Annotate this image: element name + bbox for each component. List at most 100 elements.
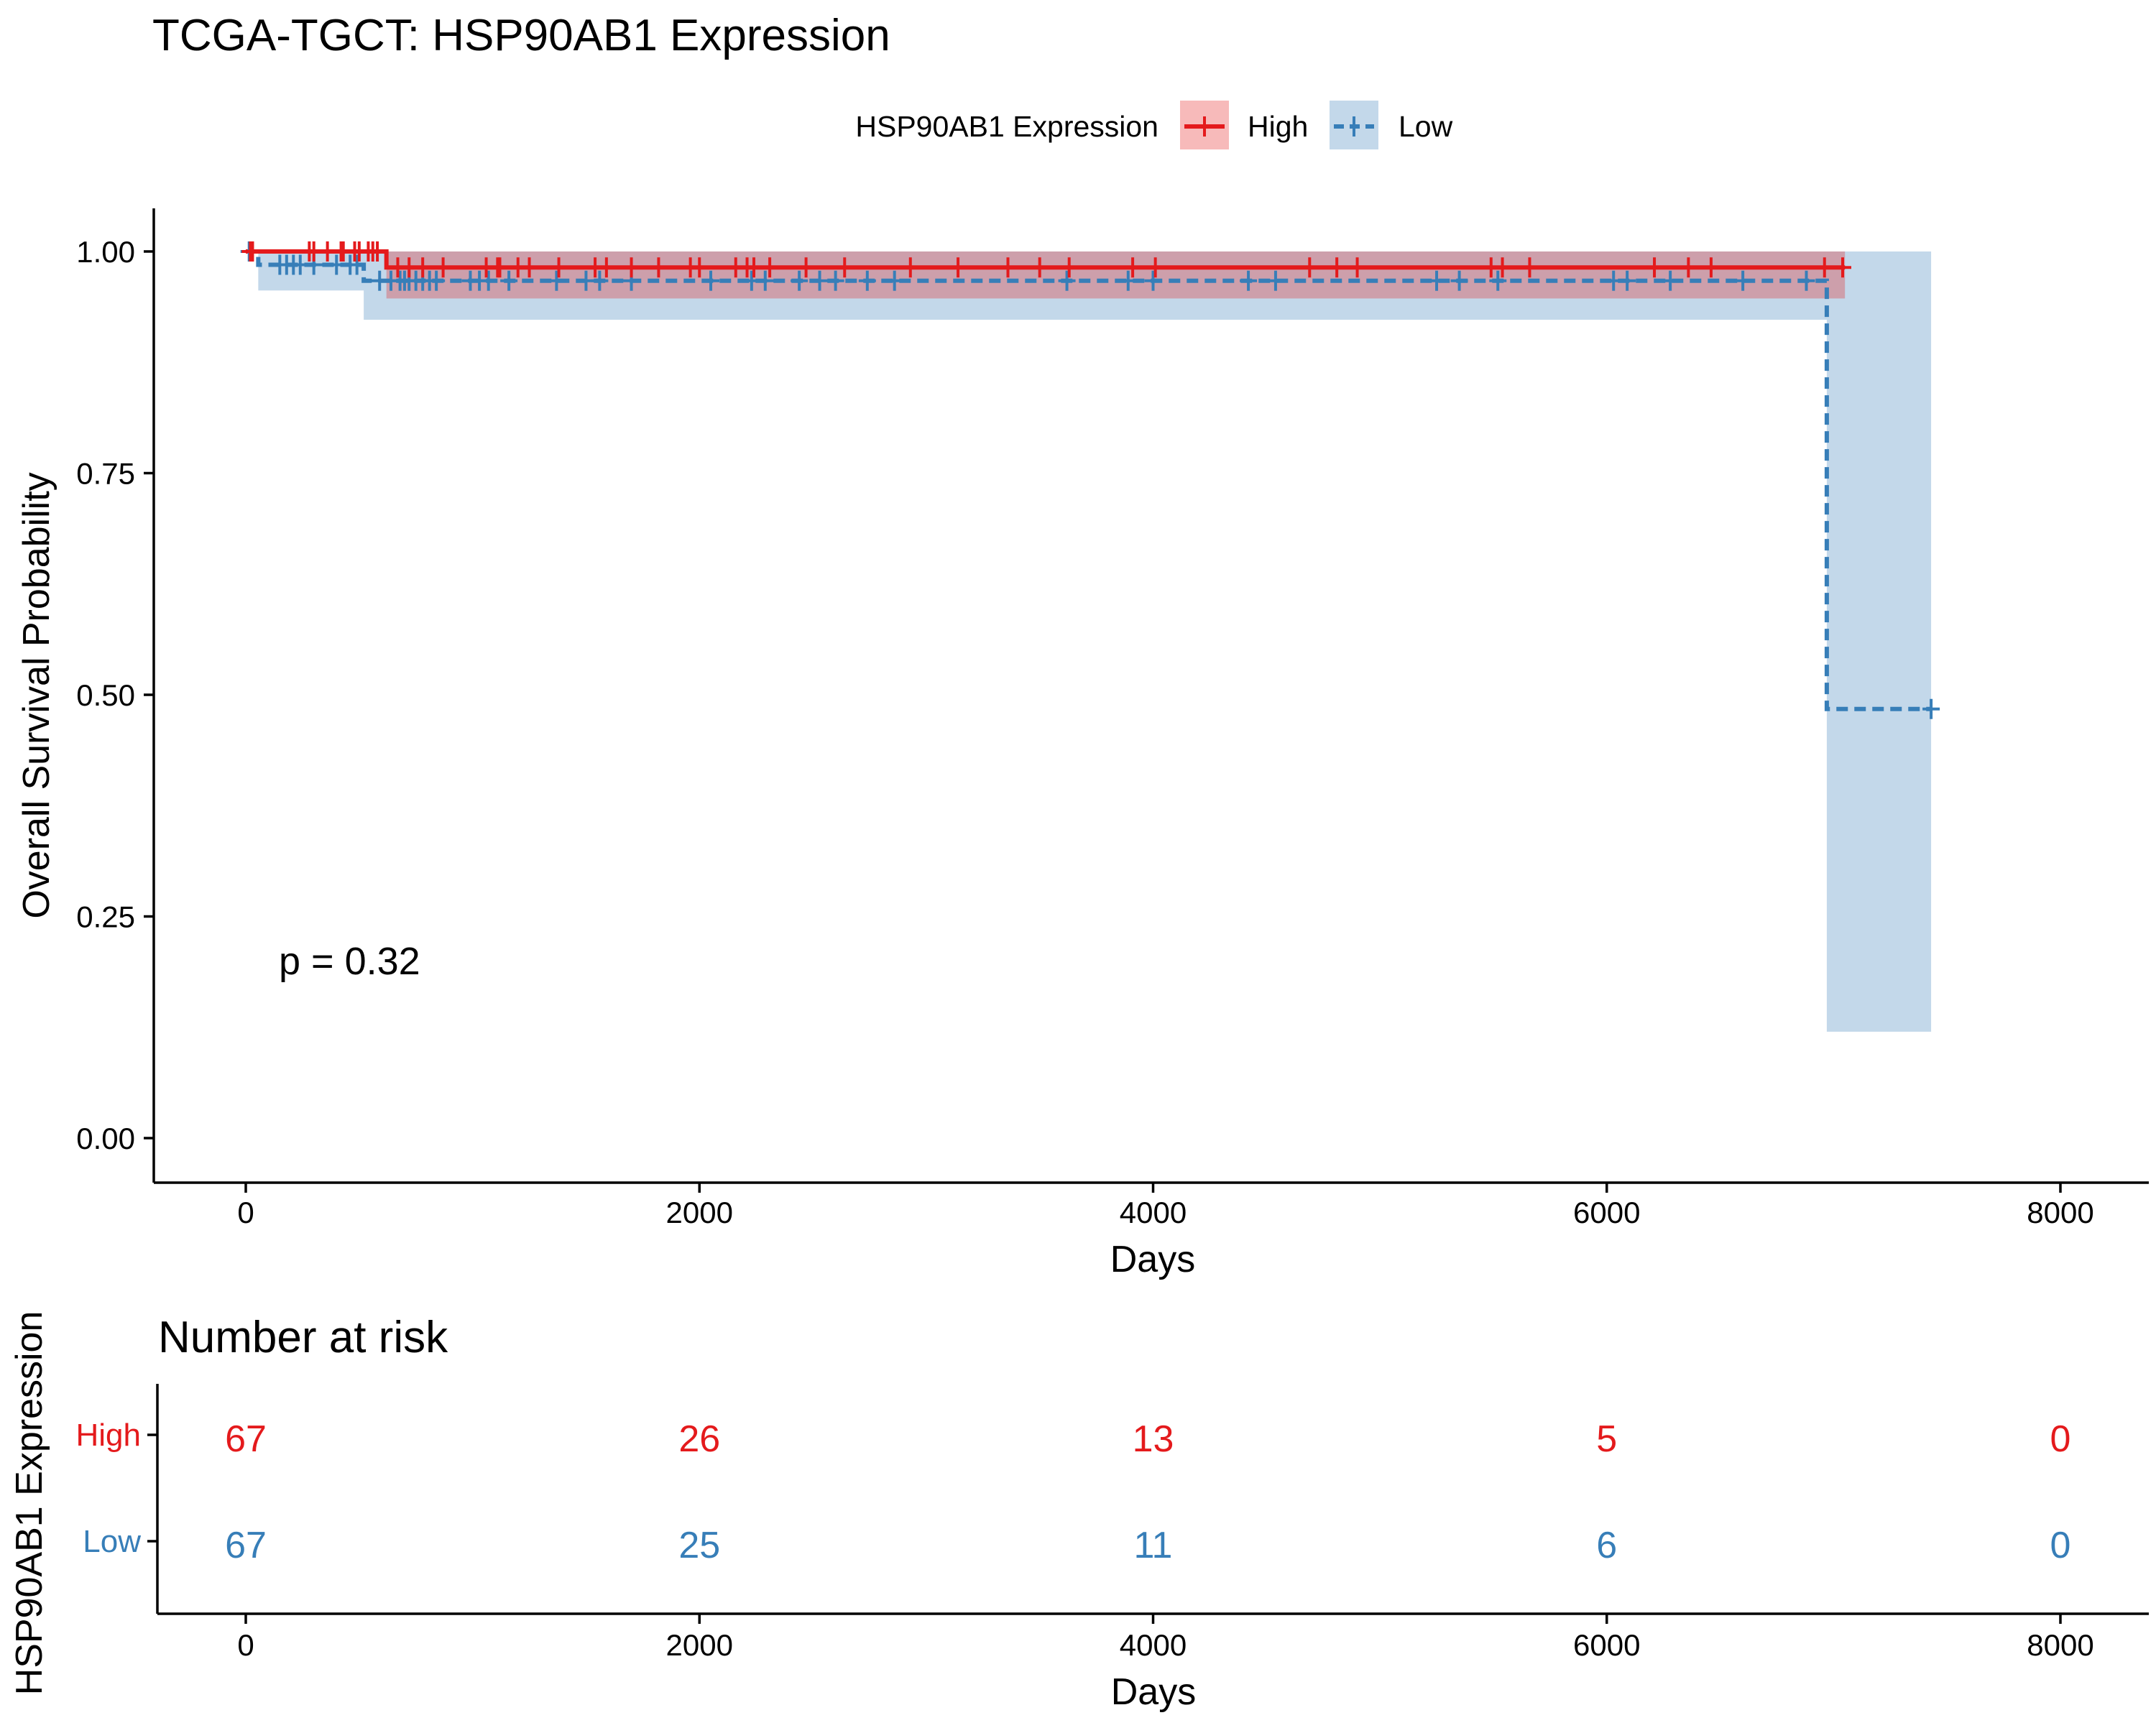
risk-x-ticks: 0 2000 4000 6000 8000	[237, 1614, 2094, 1662]
censor-mark-high-33	[836, 257, 854, 278]
censor-mark-low-41	[1489, 270, 1507, 291]
censor-mark-high-21	[550, 257, 568, 278]
km-x-axis-label: Days	[1110, 1239, 1195, 1280]
censor-mark-high-31	[761, 257, 779, 278]
censor-mark-low-45	[1734, 270, 1752, 291]
censor-mark-low-29	[791, 270, 808, 291]
censor-mark-low-46	[1797, 270, 1815, 291]
risk-count-high-0: 67	[225, 1418, 267, 1460]
censor-mark-low-38	[1266, 270, 1284, 291]
censor-mark-low-31	[826, 270, 844, 291]
censor-mark-high-47	[1646, 257, 1664, 278]
censor-mark-high-42	[1328, 257, 1346, 278]
censor-mark-low-8	[348, 254, 366, 275]
censor-mark-low-40	[1450, 270, 1468, 291]
confidence-bands	[258, 251, 1932, 1032]
x-tick-label: 0	[237, 1196, 254, 1229]
risk-x-tick-label: 4000	[1120, 1628, 1187, 1662]
km-plot: 0.00 0.25 0.50 0.75 1.00 0 2000 4000 6000 8000 D…	[16, 208, 2149, 1280]
legend: HSP90AB1 Expression High Low	[855, 101, 1453, 149]
censor-mark-high-14	[414, 257, 432, 278]
censor-mark-high-1	[244, 241, 262, 262]
risk-count-high-8000: 0	[2050, 1418, 2071, 1460]
risk-x-tick-label: 6000	[1573, 1628, 1640, 1662]
censor-mark-high-43	[1348, 257, 1366, 278]
censor-mark-low-37	[1240, 270, 1258, 291]
risk-x-tick-label: 0	[237, 1628, 254, 1662]
risk-table-title: Number at risk	[158, 1313, 448, 1362]
censor-mark-high-23	[597, 257, 615, 278]
risk-count-high-4000: 13	[1133, 1418, 1174, 1460]
x-tick-label: 4000	[1120, 1196, 1187, 1229]
censor-mark-high-50	[1815, 257, 1833, 278]
censor-mark-high-36	[999, 257, 1017, 278]
x-tick-label: 2000	[666, 1196, 733, 1229]
censor-mark-low-28	[756, 270, 774, 291]
censor-mark-low-39	[1428, 270, 1446, 291]
chart-title: TCGA-TGCT: HSP90AB1 Expression	[152, 11, 890, 60]
censor-mark-low-24	[591, 270, 609, 291]
censor-mark-high-30	[745, 257, 763, 278]
censor-mark-high-32	[797, 257, 815, 278]
risk-row-label-low: Low	[83, 1524, 141, 1559]
censor-mark-low-34	[1058, 270, 1076, 291]
censor-mark-low-43	[1618, 270, 1636, 291]
risk-x-tick-label: 8000	[2027, 1628, 2093, 1662]
y-tick-label: 0.75	[76, 457, 135, 491]
censor-mark-high-27	[691, 257, 709, 278]
risk-count-high-2000: 26	[678, 1418, 720, 1460]
censor-mark-high-11	[369, 241, 387, 262]
legend-item-low: Low	[1330, 101, 1453, 149]
risk-count-low-8000: 0	[2050, 1525, 2071, 1566]
censor-mark-low-36	[1144, 270, 1162, 291]
risk-count-high-6000: 5	[1596, 1418, 1617, 1460]
censor-mark-high-24	[622, 257, 640, 278]
ci-band-low-3	[1826, 251, 1932, 1032]
censor-mark-low-47	[1922, 698, 1940, 719]
risk-x-axis-label: Days	[1111, 1671, 1196, 1713]
km-y-axis-label: Overall Survival Probability	[16, 472, 57, 918]
censor-mark-low-33	[885, 270, 903, 291]
legend-label-high: High	[1248, 110, 1308, 143]
censor-mark-low-20	[479, 270, 497, 291]
censor-marks	[240, 241, 1940, 719]
censor-mark-low-17	[428, 270, 446, 291]
censor-mark-low-22	[548, 270, 566, 291]
risk-count-low-6000: 6	[1596, 1525, 1617, 1566]
censor-mark-high-15	[434, 257, 452, 278]
survival-curves	[246, 249, 1932, 711]
censor-mark-high-35	[949, 257, 967, 278]
ci-band-low-1	[258, 251, 364, 291]
risk-rows: High 67 26 13 5 0 Low 67 25 11 6 0	[76, 1418, 2071, 1566]
y-tick-label: 0.50	[76, 678, 135, 712]
x-tick-label: 6000	[1573, 1196, 1640, 1229]
p-value-annotation: p = 0.32	[279, 940, 420, 983]
risk-count-low-0: 67	[225, 1525, 267, 1566]
censor-mark-low-30	[811, 270, 829, 291]
x-tick-label: 8000	[2027, 1196, 2093, 1229]
survival-curve-low	[246, 249, 1932, 711]
risk-y-axis-label: HSP90AB1 Expression	[9, 1311, 50, 1696]
censor-mark-low-21	[500, 270, 518, 291]
censor-mark-high-51	[1834, 257, 1851, 278]
risk-table: Number at risk High 67 26 13 5 0 Low 67 25 11 6 0 0…	[9, 1311, 2149, 1713]
censor-mark-low-35	[1119, 270, 1137, 291]
risk-count-low-4000: 11	[1134, 1525, 1173, 1566]
risk-count-low-2000: 25	[678, 1525, 720, 1566]
km-y-ticks: 0.00 0.25 0.50 0.75 1.00	[76, 235, 154, 1155]
risk-x-tick-label: 2000	[666, 1628, 733, 1662]
legend-title: HSP90AB1 Expression	[855, 110, 1158, 143]
censor-mark-high-38	[1060, 257, 1078, 278]
censor-mark-high-46	[1521, 257, 1539, 278]
censor-mark-high-34	[901, 257, 919, 278]
censor-mark-high-48	[1680, 257, 1697, 278]
legend-label-low: Low	[1399, 110, 1453, 143]
censor-mark-low-44	[1662, 270, 1680, 291]
y-tick-label: 0.25	[76, 900, 135, 934]
censor-mark-low-26	[702, 270, 720, 291]
censor-mark-high-25	[650, 257, 668, 278]
censor-mark-high-18	[491, 257, 509, 278]
censor-mark-high-40	[1146, 257, 1164, 278]
